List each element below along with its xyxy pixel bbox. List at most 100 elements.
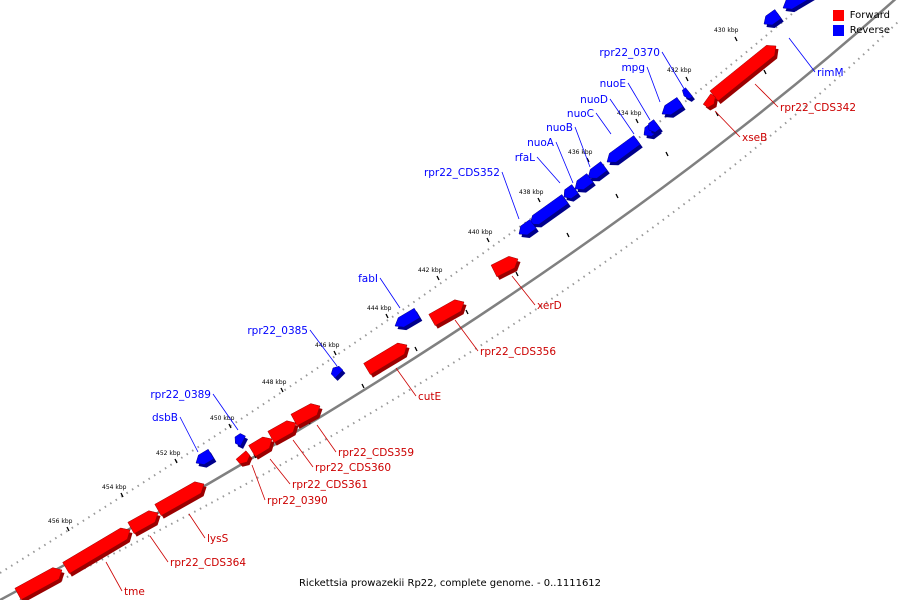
gene-rpr22-cds352[interactable] (518, 219, 539, 238)
gene-body (661, 97, 684, 115)
ruler-tick (566, 232, 570, 238)
gene-label-rpr22-cds361[interactable]: rpr22_CDS361 (292, 479, 368, 491)
gene-label-rpr22-cds360[interactable]: rpr22_CDS360 (315, 462, 391, 474)
gene-rpr22-cds364[interactable] (127, 510, 161, 537)
gene-rfal[interactable] (529, 194, 571, 228)
tick-label: 436 kbp (568, 149, 593, 156)
gene-nuoe[interactable] (648, 119, 663, 136)
ruler-tick (280, 387, 284, 393)
gene-fabi[interactable] (394, 307, 423, 331)
tick-label: 450 kbp (210, 415, 235, 422)
gene-leader-line (454, 319, 479, 352)
gene-edge-block[interactable] (14, 567, 65, 600)
gene-label-rpr22-cds364[interactable]: rpr22_CDS364 (170, 557, 246, 569)
ruler-tick (228, 423, 232, 429)
gene-label-rpr22-cds359[interactable]: rpr22_CDS359 (338, 447, 414, 459)
ruler-tick (685, 76, 689, 82)
gene-label-rpr22-0385[interactable]: rpr22_0385 (247, 325, 308, 337)
gene-label-rpr22-cds352[interactable]: rpr22_CDS352 (424, 167, 500, 179)
tick-label: 432 kbp (667, 67, 692, 74)
ruler-tick (174, 458, 178, 464)
tick-label: 434 kbp (617, 110, 642, 117)
legend-reverse-label: Reverse (849, 25, 890, 36)
gene-label-rfal[interactable]: rfaL (515, 152, 535, 164)
gene-rpr22-0390[interactable] (235, 450, 253, 467)
gene-label-rpr22-0370[interactable]: rpr22_0370 (599, 47, 660, 59)
gene-leader-line (555, 141, 574, 184)
tick-label: 452 kbp (156, 450, 181, 457)
gene-body (428, 299, 465, 327)
gene-label-rpr22-0389[interactable]: rpr22_0389 (150, 389, 211, 401)
gene-label-fabi[interactable]: fabI (358, 273, 378, 285)
gene-label-mpg[interactable]: mpg (621, 62, 645, 74)
ruler-ticks: 430 kbp 432 kbp 434 kbp 436 kbp 438 kbp … (39, 27, 767, 592)
gene-xseb[interactable] (702, 93, 718, 111)
gene-nuob[interactable] (574, 173, 596, 193)
gene-leader-line (609, 98, 635, 135)
gene-label-xseb[interactable]: xseB (742, 132, 767, 144)
map-caption: Rickettsia prowazekii Rp22, complete gen… (298, 578, 602, 589)
gene-label-nuoc[interactable]: nuoC (567, 108, 594, 120)
gene-rpr22-0370[interactable] (682, 87, 695, 102)
gene-label-lyss[interactable]: lysS (207, 533, 229, 545)
tick-label: 438 kbp (519, 189, 544, 196)
tick-label: 444 kbp (367, 305, 392, 312)
gene-xerd[interactable] (490, 256, 521, 280)
gene-leader-line (536, 156, 561, 184)
ruler-tick (763, 69, 767, 75)
gene-dsbb[interactable] (195, 448, 217, 468)
gene-leader-line (149, 535, 169, 563)
ruler-tick (615, 193, 619, 199)
gene-body (363, 342, 408, 375)
gene-label-xerd[interactable]: xerD (537, 300, 562, 312)
gene-label-tme[interactable]: tme (124, 586, 145, 598)
gene-rpr22-0389[interactable] (234, 433, 248, 449)
gene-cute[interactable] (363, 342, 410, 378)
gene-label-rpr22-0390[interactable]: rpr22_0390 (267, 495, 328, 507)
ruler-tick (414, 346, 418, 352)
gene-nuoc[interactable] (587, 161, 610, 182)
gene-nuod[interactable] (606, 135, 643, 166)
tick-label: 448 kbp (262, 379, 287, 386)
gene-leader-line (574, 126, 591, 168)
gene-label-cute[interactable]: cutE (418, 391, 441, 403)
gene-label-rpr22-cds356[interactable]: rpr22_CDS356 (480, 346, 556, 358)
gene-label-nuod[interactable]: nuoD (580, 94, 608, 106)
tick-label: 442 kbp (418, 267, 443, 274)
gene-block[interactable] (782, 0, 815, 13)
gene-rpr22-0385[interactable] (330, 365, 346, 381)
gene-leader-line (105, 561, 123, 592)
gene-body (682, 87, 693, 100)
gene-body (574, 173, 594, 190)
ruler-tick (385, 313, 389, 319)
gene-lyss[interactable] (154, 481, 207, 519)
gene-nuoa[interactable] (563, 184, 581, 202)
gene-label-rpr22-cds342[interactable]: rpr22_CDS342 (780, 102, 856, 114)
outer-ruler (0, 0, 809, 574)
gene-rpr22-cds360[interactable] (267, 420, 299, 446)
gene-leader-line (379, 277, 401, 309)
gene-label-rimm[interactable]: rimM (817, 67, 844, 79)
gene-body (490, 256, 519, 278)
gene-mpg[interactable] (661, 97, 686, 118)
gene-tme[interactable] (62, 527, 133, 577)
ruler-tick (515, 271, 519, 277)
gene-rpr22-cds359[interactable] (290, 403, 323, 429)
gene-leader-line (316, 424, 337, 453)
gene-rpr22-cds342[interactable] (709, 45, 779, 105)
gene-rpr22-cds356[interactable] (428, 299, 467, 329)
gene-rpr22-cds361[interactable] (248, 436, 275, 460)
gene-label-nuoe[interactable]: nuoE (600, 78, 626, 90)
ruler-tick (333, 350, 337, 356)
gene-leader-line (595, 112, 612, 135)
tick-label: 454 kbp (102, 484, 127, 491)
gene-label-nuoa[interactable]: nuoA (527, 137, 555, 149)
gene-leader-line (501, 171, 520, 220)
gene-body (234, 433, 246, 447)
gene-label-dsbb[interactable]: dsbB (152, 412, 178, 424)
gene-leader-line (188, 513, 206, 539)
gene-body (248, 436, 273, 457)
gene-label-nuob[interactable]: nuoB (546, 122, 573, 134)
gene-rimm[interactable] (763, 9, 784, 28)
